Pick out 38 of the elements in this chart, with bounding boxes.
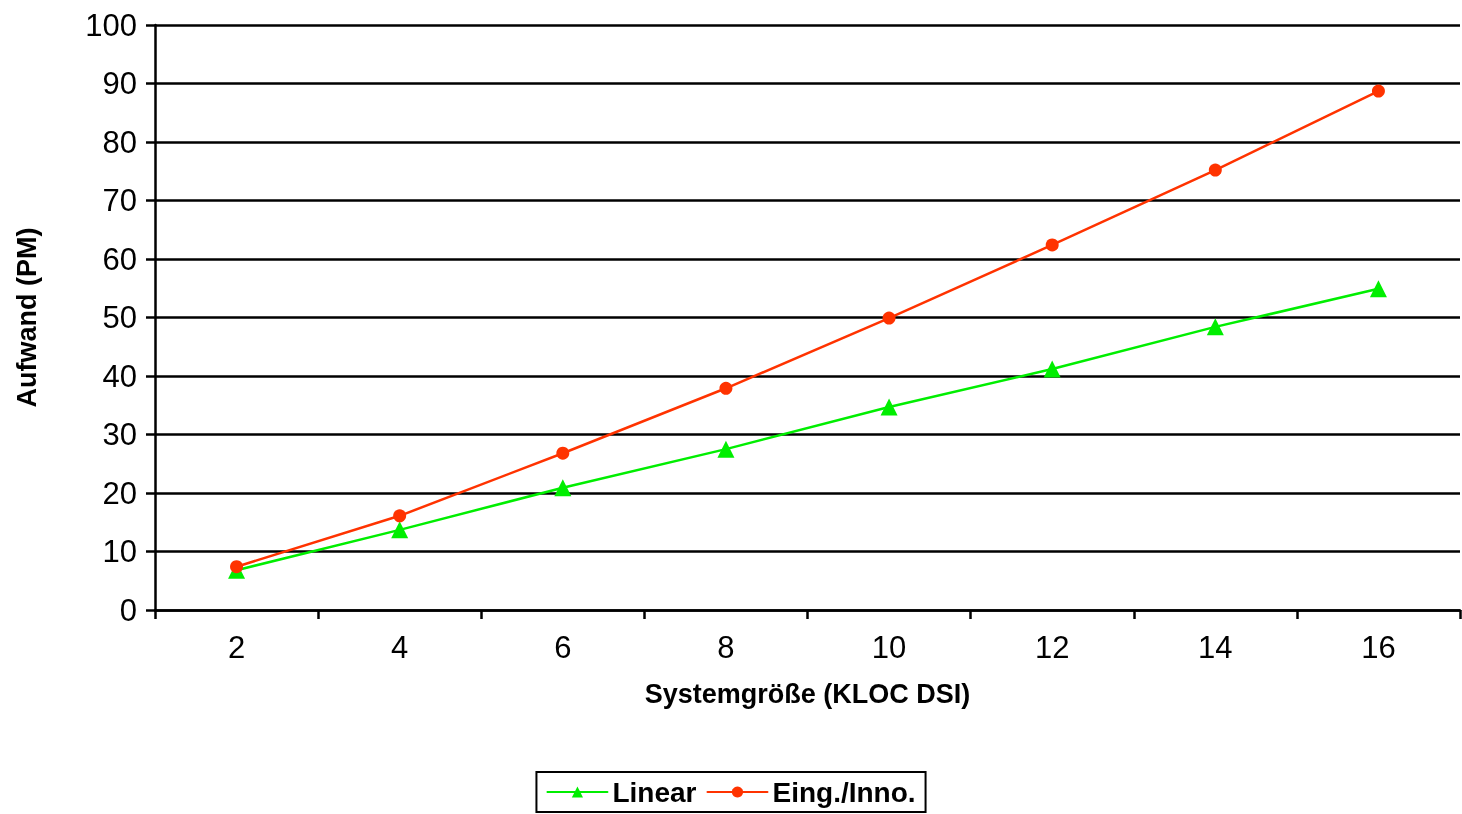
point	[391, 521, 409, 539]
legend-label: Eing./Inno.	[772, 776, 916, 808]
point	[717, 440, 735, 458]
y-tick-label: 20	[102, 475, 137, 511]
y-tick-label: 30	[102, 417, 137, 452]
point	[230, 560, 244, 574]
y-tick-label: 40	[102, 358, 137, 394]
y-tick-label: 0	[119, 592, 137, 628]
x-tick-label: 10	[871, 630, 907, 665]
x-tick-label: 6	[554, 630, 572, 665]
legend-label: Linear	[612, 776, 697, 808]
point	[1206, 318, 1224, 336]
point	[1369, 280, 1387, 298]
point	[393, 509, 407, 523]
y-tick-label: 90	[102, 66, 137, 101]
y-tick-label: 60	[102, 241, 137, 277]
point	[556, 446, 570, 460]
y-tick-label: 70	[102, 183, 137, 218]
point	[1045, 238, 1059, 252]
point	[1043, 360, 1061, 378]
y-tick-label: 50	[102, 300, 137, 335]
y-tick-label: 80	[102, 124, 137, 160]
x-tick-label: 16	[1361, 630, 1396, 665]
point	[1208, 163, 1222, 177]
point	[1371, 84, 1385, 98]
x-tick-label: 12	[1034, 630, 1070, 665]
y-tick-label: 10	[102, 534, 137, 569]
y-tick-label: 100	[85, 7, 137, 43]
point	[882, 311, 896, 325]
point	[554, 479, 572, 497]
x-tick-label: 4	[391, 630, 409, 665]
point	[719, 381, 733, 395]
x-tick-label: 2	[227, 630, 246, 665]
x-tick-label: 8	[717, 630, 735, 665]
point	[880, 398, 898, 416]
y-axis-title: Aufwand (PM)	[11, 227, 42, 408]
x-tick-label: 14	[1198, 630, 1233, 665]
x-axis-title: Systemgröße (KLOC DSI)	[644, 678, 971, 709]
